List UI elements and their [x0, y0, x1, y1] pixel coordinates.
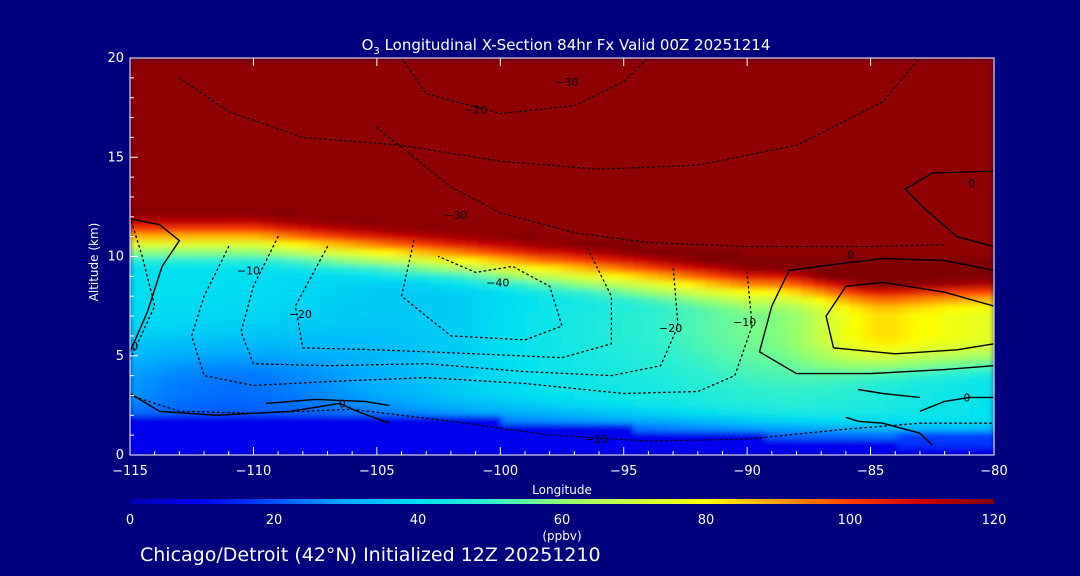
y-tick-label-1: 5 — [116, 349, 124, 364]
contour-label-6: −20 — [659, 322, 682, 335]
contour-line-5 — [294, 245, 613, 359]
y-tick-label-2: 10 — [107, 250, 124, 265]
y-axis-label: Altitude (km) — [87, 223, 101, 302]
x-tick-label-7: −80 — [980, 464, 1007, 479]
contour-line-7 — [130, 394, 994, 442]
x-tick-label-1: −110 — [236, 464, 272, 479]
contour-line-16 — [845, 416, 933, 446]
contour-label-12: −10 — [585, 433, 608, 446]
colorbar-tick-label-5: 100 — [838, 513, 863, 528]
contour-label-1: −30 — [555, 76, 578, 89]
contour-label-11: 0 — [339, 397, 346, 410]
contour-line-17 — [858, 388, 920, 399]
chart-title: O3 Longitudinal X-Section 84hr Fx Valid … — [362, 36, 771, 57]
contour-label-7: −10 — [733, 316, 756, 329]
contour-line-1 — [400, 58, 650, 115]
footer-caption: Chicago/Detroit (42°N) Initialized 12Z 2… — [140, 544, 601, 566]
colorbar-tick-label-0: 0 — [126, 513, 134, 528]
chart-title-main: O — [362, 36, 374, 54]
contour-label-4: −20 — [289, 308, 312, 321]
y-tick-label-0: 0 — [116, 448, 124, 463]
contour-line-8 — [130, 216, 156, 361]
x-tick-label-3: −100 — [482, 464, 518, 479]
colorbar-tick-label-2: 40 — [410, 513, 427, 528]
contour-line-15 — [919, 396, 994, 412]
contour-label-8: 0 — [847, 249, 854, 262]
x-axis: −115 −110 −105 −100 −95 −90 −85 −80 — [112, 58, 1008, 479]
contour-label-0: −20 — [464, 104, 487, 117]
x-tick-label-0: −115 — [112, 464, 148, 479]
colorbar-tick-label-3: 60 — [554, 513, 571, 528]
contour-label-3: −10 — [237, 264, 260, 277]
chart-title-rest: Longitudinal X-Section 84hr Fx Valid 00Z… — [380, 36, 771, 54]
y-tick-label-3: 15 — [107, 150, 124, 165]
colorbar-strip — [130, 499, 994, 504]
x-tick-label-4: −95 — [610, 464, 637, 479]
x-tick-label-6: −85 — [857, 464, 884, 479]
contour-label-10: 0 — [131, 340, 138, 353]
contour-label-5: −40 — [486, 276, 509, 289]
contour-line-11 — [265, 398, 390, 407]
ozone-change-contours — [130, 58, 994, 446]
colorbar: 0 20 40 60 80 100 120 (ppbv) — [126, 499, 1007, 543]
colorbar-tick-label-1: 20 — [266, 513, 283, 528]
contour-label-9: 0 — [968, 177, 975, 190]
colorbar-tick-label-4: 80 — [698, 513, 715, 528]
y-tick-label-4: 20 — [107, 51, 124, 66]
x-axis-label: Longitude — [532, 483, 592, 497]
contour-line-2 — [376, 126, 946, 248]
contour-line-4 — [240, 235, 679, 377]
ozone-concentration-field — [130, 58, 994, 455]
contour-line-12 — [758, 257, 994, 375]
x-tick-label-5: −90 — [733, 464, 760, 479]
x-tick-label-2: −105 — [359, 464, 395, 479]
contour-line-9 — [130, 218, 181, 353]
contour-label-2: −30 — [444, 209, 467, 222]
chart-title-subscript: 3 — [373, 46, 379, 57]
contour-labels: −20 −30 −30 −10 −20 −40 −20 −10 0 0 0 0 −10 0 — [131, 76, 975, 446]
contour-line-3 — [191, 245, 753, 395]
contour-line-0 — [178, 58, 921, 170]
contour-label-13: 0 — [963, 391, 970, 404]
contour-line-10 — [130, 392, 390, 424]
contour-line-13 — [825, 281, 994, 355]
colorbar-tick-label-6: 120 — [982, 513, 1007, 528]
plot-area: −20 −30 −30 −10 −20 −40 −20 −10 0 0 0 0 −10 0 — [130, 58, 994, 455]
colorbar-unit-label: (ppbv) — [542, 529, 581, 543]
contour-line-14 — [903, 170, 994, 248]
